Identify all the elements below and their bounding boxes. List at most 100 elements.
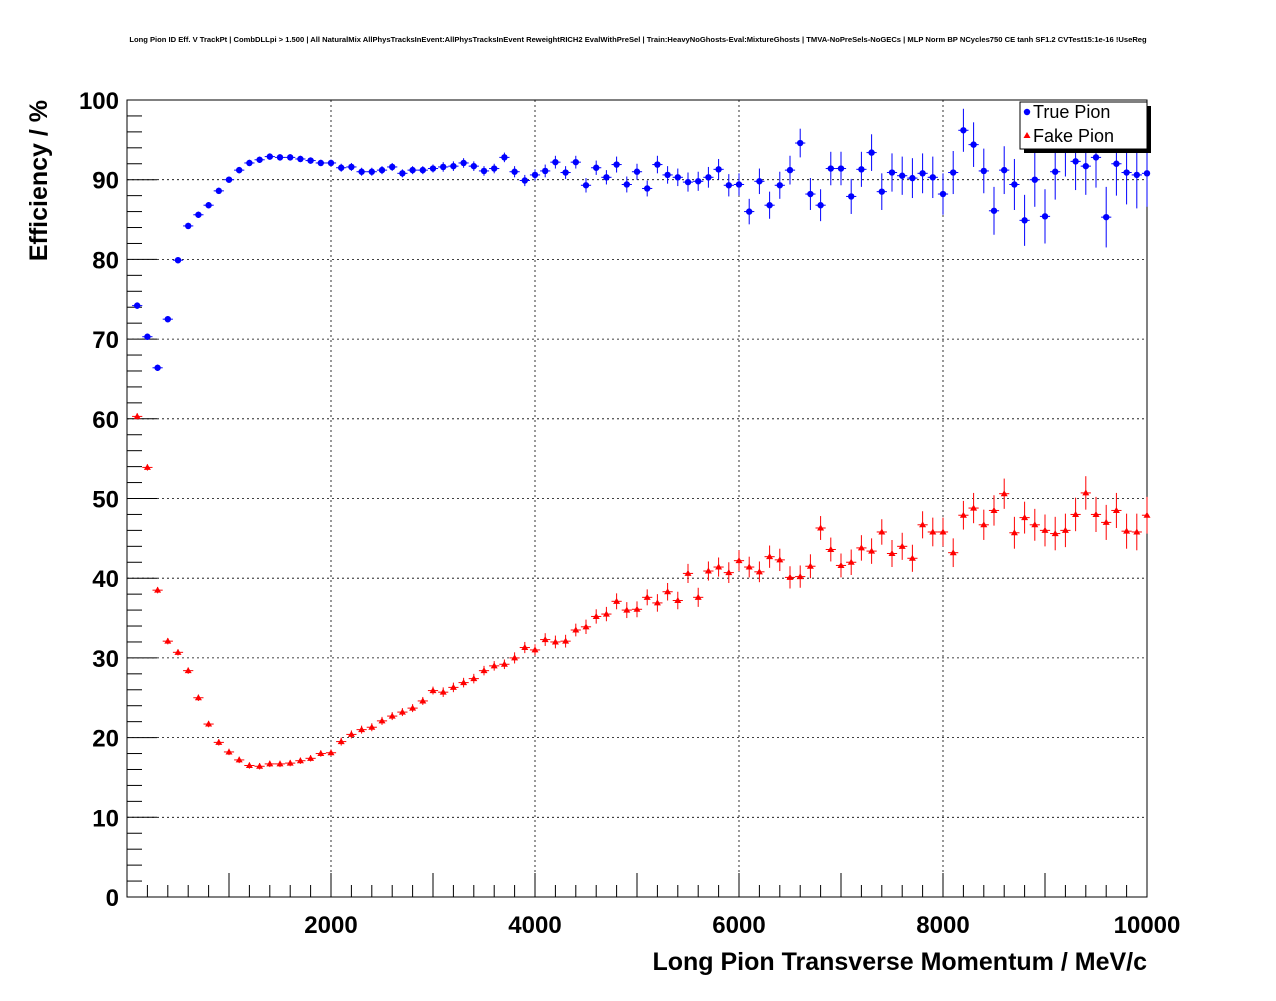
data-point — [907, 544, 918, 572]
legend-true-pion-label: True Pion — [1033, 102, 1110, 122]
data-point — [621, 602, 632, 619]
y-axis-label: Efficiency / % — [25, 100, 53, 261]
data-point — [754, 168, 765, 195]
data-point — [744, 556, 755, 578]
data-point — [489, 661, 500, 671]
data-point — [193, 694, 204, 701]
data-point — [795, 128, 806, 158]
data-point — [172, 256, 184, 264]
data-point — [142, 463, 153, 471]
x-tick-label: 6000 — [712, 912, 765, 939]
data-point — [825, 151, 836, 186]
data-point — [927, 517, 938, 547]
data-point — [315, 159, 326, 167]
data-point — [376, 166, 388, 175]
x-axis-label: Long Pion Transverse Momentum / MeV/c — [652, 948, 1147, 976]
data-point — [407, 166, 418, 175]
data-point — [1090, 496, 1102, 532]
data-point — [560, 166, 571, 179]
data-point — [703, 166, 714, 188]
data-point — [295, 757, 306, 764]
y-tick-label: 10 — [92, 805, 119, 832]
data-point — [193, 211, 204, 218]
data-point — [540, 633, 551, 646]
data-point — [815, 189, 826, 222]
data-point — [703, 561, 714, 581]
data-point — [152, 586, 163, 594]
data-point — [1050, 143, 1061, 200]
data-point — [907, 158, 918, 199]
data-point — [356, 725, 367, 734]
data-point — [540, 164, 551, 178]
data-point — [305, 157, 316, 164]
legend-true-pion-marker — [1023, 108, 1031, 116]
data-point — [1070, 497, 1081, 532]
data-point — [499, 659, 510, 670]
data-point — [274, 760, 286, 768]
data-point — [591, 160, 602, 175]
data-point — [754, 561, 765, 583]
data-point — [356, 167, 367, 176]
data-point — [132, 302, 143, 309]
data-point — [264, 153, 275, 160]
data-point — [682, 172, 694, 192]
data-point — [1121, 513, 1132, 549]
data-point — [937, 173, 949, 215]
data-point — [550, 155, 561, 169]
data-point — [846, 178, 857, 214]
data-point — [448, 682, 459, 693]
data-point — [183, 667, 194, 674]
data-point — [458, 158, 469, 168]
data-point — [856, 151, 867, 187]
data-point — [631, 163, 643, 180]
data-point — [927, 156, 938, 199]
data-point — [315, 750, 326, 757]
x-tick-label: 4000 — [508, 912, 561, 939]
data-point — [744, 198, 755, 225]
data-point — [733, 173, 745, 196]
data-point — [234, 756, 245, 764]
data-point — [601, 606, 612, 622]
data-point — [672, 168, 683, 187]
data-point — [723, 562, 734, 583]
x-tick-label: 2000 — [304, 912, 357, 939]
data-point — [1101, 504, 1112, 540]
data-point — [305, 754, 316, 762]
data-point — [662, 582, 673, 601]
legend-fake-pion-marker — [1023, 132, 1031, 138]
data-point — [478, 166, 490, 176]
data-point — [774, 171, 785, 199]
data-point — [774, 548, 785, 572]
legend: True Pion Fake Pion — [1019, 101, 1151, 153]
data-point — [999, 478, 1010, 509]
data-point — [346, 730, 357, 739]
data-point — [417, 166, 428, 175]
data-point — [652, 155, 663, 174]
data-point — [988, 495, 1000, 526]
y-tick-label: 30 — [92, 646, 119, 673]
data-point — [346, 162, 357, 171]
data-point — [856, 535, 867, 561]
data-point — [897, 156, 908, 195]
data-series — [132, 108, 1151, 770]
data-point — [468, 673, 479, 684]
data-point — [223, 176, 235, 183]
data-point — [366, 723, 377, 732]
data-point — [580, 178, 592, 193]
data-point — [764, 545, 775, 568]
data-point — [427, 686, 439, 695]
data-point — [631, 601, 643, 618]
data-point — [285, 759, 296, 767]
data-point — [1009, 158, 1020, 210]
data-point — [968, 122, 979, 167]
x-axis: 2000 4000 6000 8000 10000 — [146, 873, 1180, 939]
y-tick-label: 60 — [92, 407, 119, 434]
y-tick-label: 70 — [92, 327, 119, 354]
y-tick-label: 40 — [92, 566, 119, 593]
data-point — [662, 166, 673, 184]
data-point — [203, 720, 214, 728]
data-point — [866, 538, 877, 564]
data-point — [397, 708, 408, 717]
